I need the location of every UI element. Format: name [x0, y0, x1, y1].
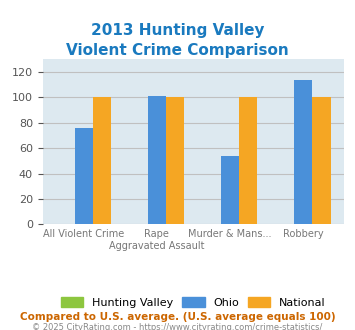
- Text: 2013 Hunting Valley: 2013 Hunting Valley: [91, 23, 264, 38]
- Bar: [166, 97, 184, 224]
- Bar: [294, 80, 312, 224]
- Legend: Hunting Valley, Ohio, National: Hunting Valley, Ohio, National: [57, 293, 330, 312]
- Bar: [75, 128, 93, 224]
- Bar: [239, 97, 257, 224]
- Bar: [221, 156, 239, 224]
- Text: Violent Crime Comparison: Violent Crime Comparison: [66, 43, 289, 58]
- Text: Compared to U.S. average. (U.S. average equals 100): Compared to U.S. average. (U.S. average …: [20, 312, 335, 322]
- Text: © 2025 CityRating.com - https://www.cityrating.com/crime-statistics/: © 2025 CityRating.com - https://www.city…: [32, 323, 323, 330]
- Bar: [148, 96, 166, 224]
- Bar: [312, 97, 331, 224]
- Bar: [93, 97, 111, 224]
